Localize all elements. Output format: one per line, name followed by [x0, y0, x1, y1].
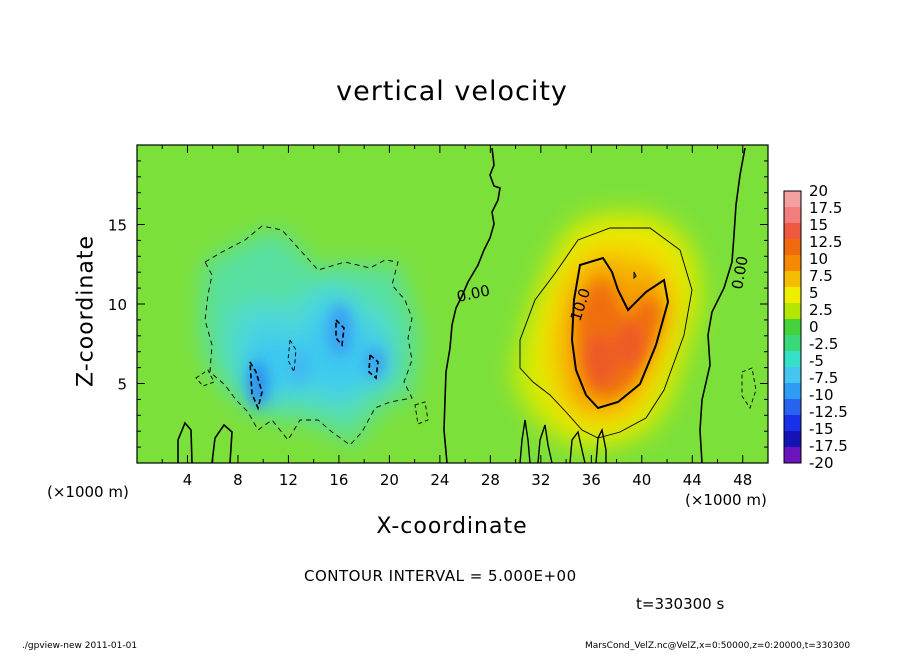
x-axis: 4 8 12 16 20 24 28 32 36 40 44 48: [136, 145, 769, 489]
colorbar: 2017.51512.5107.552.50-2.5-5-7.5-10-12.5…: [783, 182, 848, 472]
five-contour: [519, 227, 693, 439]
colorbar-swatch: [784, 383, 801, 399]
colorbar-swatch: [784, 367, 801, 383]
x-unit-label-left: (×1000 m): [47, 483, 129, 501]
zero-contour-left-1: [177, 421, 193, 463]
heatmap-field: 0.00 10.0 0.00: [137, 145, 768, 463]
x-tick-label: 44: [683, 471, 702, 489]
colorbar-swatch: [784, 239, 801, 255]
colorbar-label: 2.5: [809, 301, 833, 319]
negative-contour-small-1: [195, 369, 215, 387]
colorbar-label: -15: [809, 420, 834, 438]
x-tick-label: 32: [531, 471, 550, 489]
negative-contour-small-3: [414, 401, 429, 425]
x-axis-label: X-coordinate: [376, 514, 528, 539]
negative-contour-small-2: [287, 338, 297, 374]
updraft-core: [578, 280, 662, 398]
colorbar-label: 12.5: [809, 233, 842, 251]
contour-interval-note: CONTOUR INTERVAL = 5.000E+00: [304, 567, 577, 585]
colorbar-label: 5: [809, 284, 819, 302]
colorbar-frame: [783, 190, 802, 464]
contour-label-zero-right: 0.00: [728, 255, 752, 291]
zero-contour-middle: [443, 147, 501, 463]
zero-contour-bottom-3: [569, 430, 586, 463]
x-tick-label: 36: [582, 471, 601, 489]
colorbar-label: -12.5: [809, 403, 848, 421]
footer-left-text: ./gpview-new 2011-01-01: [22, 641, 138, 651]
colorbar-label: 0: [809, 318, 819, 336]
negative-contour-core-2: [335, 318, 345, 347]
colorbar-label: -7.5: [809, 369, 838, 387]
zero-contour-right: [699, 147, 746, 463]
x-tick-label: 12: [279, 471, 298, 489]
zero-contour-bottom-2: [537, 424, 553, 463]
colorbar-swatch: [784, 287, 801, 303]
colorbar-swatch: [784, 255, 801, 271]
colorbar-swatch: [784, 399, 801, 415]
colorbar-swatch: [784, 351, 801, 367]
contour-lines: [177, 147, 757, 463]
colorbar-label: -10: [809, 386, 834, 404]
time-stamp: t=330300 s: [636, 595, 725, 613]
y-axis: 5 10 15: [108, 144, 768, 464]
chart-title: vertical velocity: [336, 76, 568, 107]
colorbar-label: -2.5: [809, 335, 838, 353]
colorbar-label: -17.5: [809, 437, 848, 455]
x-tick-label: 48: [733, 471, 752, 489]
colorbar-swatch: [784, 447, 801, 463]
ten-contour: [570, 256, 670, 410]
colorbar-swatch: [784, 223, 801, 239]
negative-contour-core-3: [368, 353, 379, 380]
contour-small-island: [633, 271, 637, 280]
x-tick-label: 24: [430, 471, 449, 489]
footer-right-text: MarsCond_VelZ.nc@VelZ,x=0:50000,z=0:2000…: [585, 641, 851, 651]
colorbar-label: 7.5: [809, 267, 833, 285]
x-tick-label: 40: [632, 471, 651, 489]
x-tick-label: 16: [329, 471, 348, 489]
colorbar-label: 10: [809, 250, 828, 268]
colorbar-swatch: [784, 207, 801, 223]
colorbar-label: 20: [809, 182, 828, 200]
x-unit-label-right: (×1000 m): [685, 491, 767, 509]
y-tick-label: 5: [117, 376, 127, 394]
x-tick-label: 4: [183, 471, 193, 489]
zero-contour-bottom-4: [595, 427, 607, 463]
downdraft-core: [248, 304, 384, 408]
colorbar-swatch: [784, 271, 801, 287]
negative-contour-core-1: [249, 361, 263, 411]
colorbar-swatch: [784, 191, 801, 207]
colorbar-swatch: [784, 431, 801, 447]
colorbar-label: -5: [809, 352, 824, 370]
colorbar-label: -20: [809, 454, 834, 472]
colorbar-label: 17.5: [809, 199, 842, 217]
y-tick-label: 10: [108, 296, 127, 314]
x-tick-label: 20: [380, 471, 399, 489]
x-tick-label: 8: [233, 471, 243, 489]
negative-contour-right: [741, 367, 757, 410]
zero-contour-left-2: [211, 423, 233, 463]
zero-contour-bottom-1: [519, 419, 531, 463]
colorbar-swatch: [784, 303, 801, 319]
colorbar-swatch: [784, 415, 801, 431]
x-tick-label: 28: [481, 471, 500, 489]
colorbar-swatch: [784, 335, 801, 351]
colorbar-label: 15: [809, 216, 828, 234]
colorbar-swatch: [784, 319, 801, 335]
y-tick-label: 15: [108, 217, 127, 235]
